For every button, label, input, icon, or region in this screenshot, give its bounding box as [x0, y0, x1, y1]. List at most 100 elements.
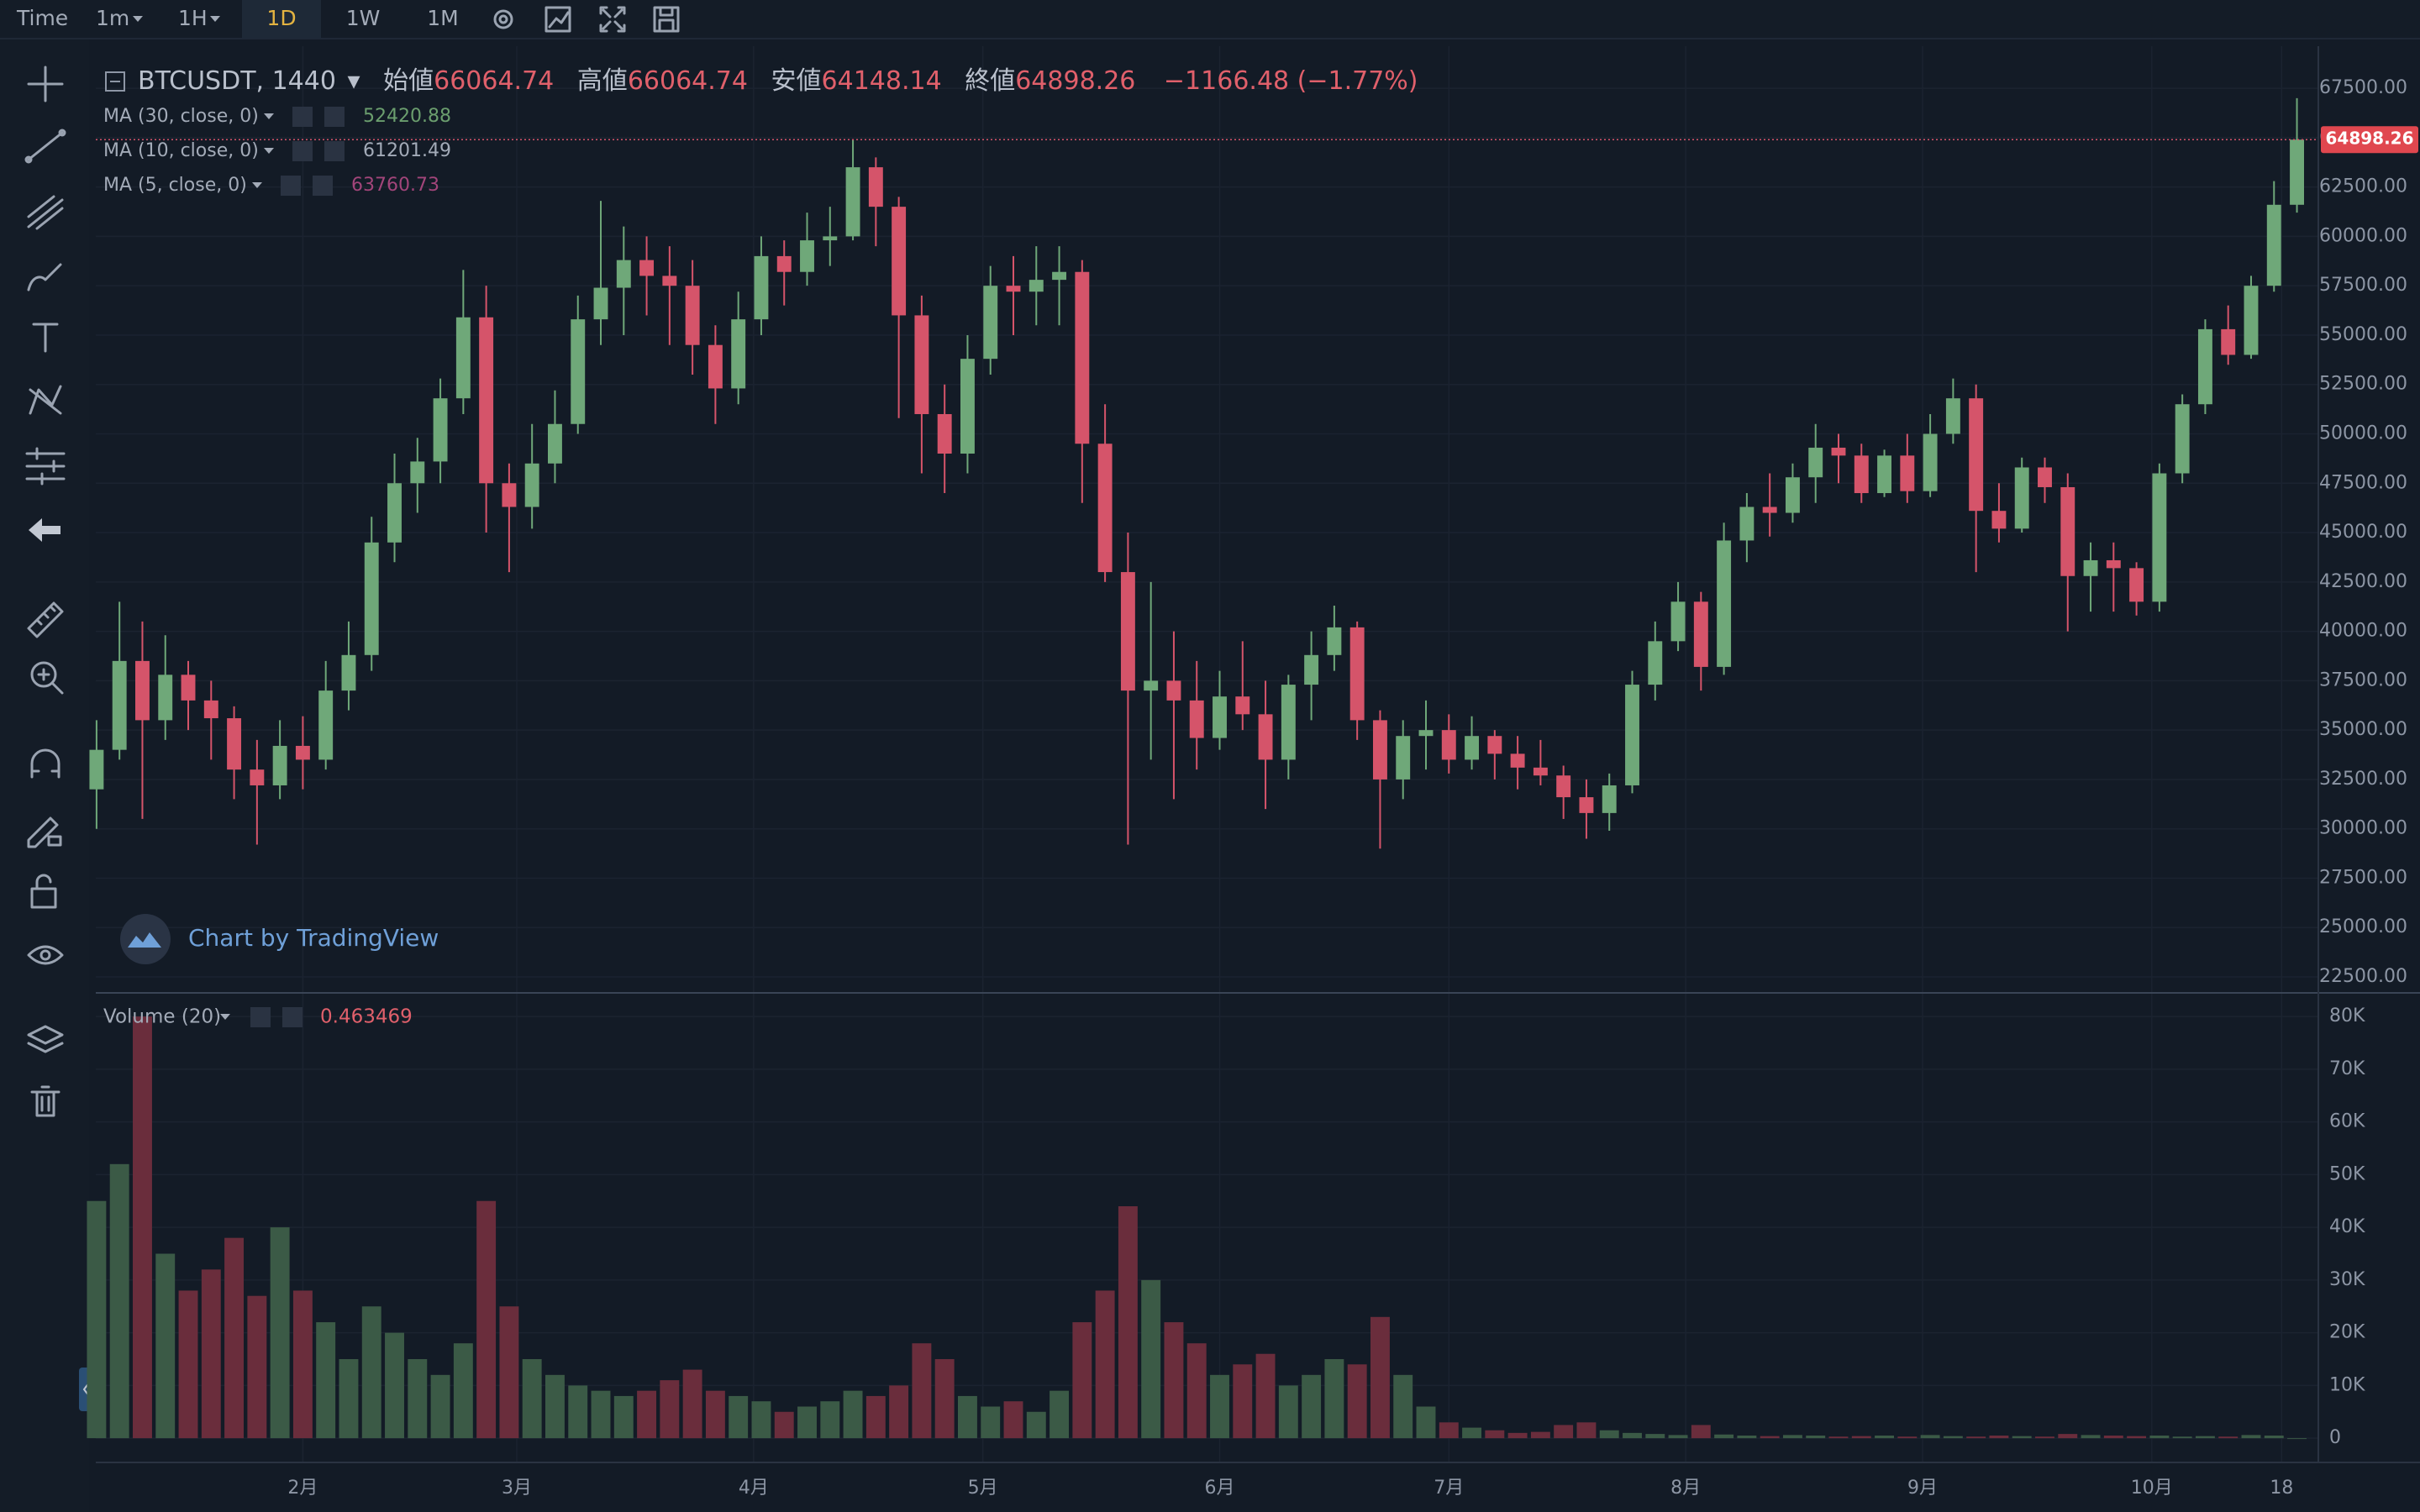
- object-tree-tool[interactable]: [27, 1025, 64, 1053]
- candle-body: [433, 398, 448, 462]
- delete-tool[interactable]: [30, 1085, 60, 1117]
- price-tick-label: 62500.00: [2319, 176, 2407, 197]
- volume-bar: [1806, 1435, 1826, 1439]
- fullscreen-icon[interactable]: [599, 6, 626, 33]
- volume-bar: [1095, 1290, 1115, 1439]
- price-tick-label: 30000.00: [2319, 818, 2407, 839]
- candle-body: [1808, 447, 1823, 478]
- candle-body: [823, 236, 838, 241]
- candle-body: [158, 675, 173, 721]
- volume-bar: [1760, 1436, 1780, 1439]
- left-toolbar-bg: [0, 39, 89, 1512]
- toolbar-button[interactable]: Time: [16, 6, 68, 30]
- symbol-dropdown[interactable]: ▾: [348, 66, 360, 96]
- toolbar-bg: [0, 0, 2420, 39]
- volume-bar: [865, 1395, 886, 1439]
- time-tick-label: 2月: [287, 1478, 318, 1499]
- stay-drawing-tool[interactable]: [27, 816, 62, 848]
- dropdown-arrow: [264, 113, 274, 119]
- volume-bar: [797, 1406, 817, 1439]
- settings-icon[interactable]: [493, 9, 513, 29]
- open-label: 始値: [383, 66, 434, 96]
- toolbar-button[interactable]: 1H: [178, 6, 208, 30]
- watermark-text[interactable]: Chart by TradingView: [188, 924, 439, 952]
- candle-body: [1304, 654, 1319, 685]
- brush-tool[interactable]: [27, 263, 62, 291]
- candle-body: [1028, 280, 1044, 292]
- candle-body: [250, 769, 265, 785]
- volume-bar: [2081, 1435, 2101, 1439]
- candle-body: [1281, 685, 1296, 760]
- pitchfork-tool[interactable]: [27, 195, 64, 230]
- volume-value: 0.463469: [320, 1006, 413, 1028]
- price-tick-label: 22500.00: [2319, 966, 2407, 987]
- candle-body: [1213, 696, 1227, 738]
- text-tool[interactable]: [32, 323, 59, 353]
- candle-body: [2106, 559, 2121, 569]
- volume-bar: [1599, 1430, 1619, 1439]
- back-tool[interactable]: [29, 518, 60, 542]
- volume-bar: [155, 1253, 176, 1439]
- candle-body: [2129, 568, 2144, 602]
- volume-bar: [1875, 1435, 1895, 1439]
- volume-bar: [361, 1306, 381, 1439]
- volume-tick-label: 70K: [2329, 1058, 2365, 1079]
- candle-body: [1670, 601, 1686, 642]
- toolbar-button[interactable]: 1M: [427, 6, 458, 30]
- magnet-tool[interactable]: [30, 748, 60, 779]
- change-value: −1166.48 (−1.77%): [1164, 66, 1418, 96]
- dropdown-arrow: [264, 148, 274, 154]
- volume-bar: [2241, 1435, 2261, 1439]
- settings-button[interactable]: [250, 1007, 271, 1027]
- volume-pane: [87, 1016, 2307, 1440]
- save-icon[interactable]: [653, 6, 680, 33]
- watermark-logo-mark: [128, 932, 161, 948]
- volume-bar: [1439, 1422, 1459, 1439]
- remove-button[interactable]: [282, 1007, 302, 1027]
- volume-bar: [545, 1374, 565, 1439]
- volume-bar: [1050, 1390, 1070, 1439]
- toolbar-button[interactable]: 1D: [266, 6, 296, 30]
- volume-label: Volume (20): [103, 1006, 221, 1028]
- indicator-label: MA (10, close, 0): [103, 140, 259, 161]
- candle-body: [1877, 455, 1892, 494]
- legend: BTCUSDT, 1440 ▾ 始値66064.74 高値66064.74 安値…: [105, 66, 1418, 96]
- candle-body: [1075, 271, 1090, 444]
- volume-bar: [934, 1359, 955, 1439]
- price-pane: [89, 97, 2318, 849]
- volume-bar: [1118, 1206, 1138, 1439]
- close-value: 64898.26: [1015, 66, 1135, 96]
- dropdown-arrow[interactable]: [220, 1014, 230, 1020]
- trend-line-tool[interactable]: [24, 129, 66, 164]
- candle-body: [1189, 700, 1204, 738]
- collapse-legend[interactable]: [105, 71, 125, 92]
- active-interval-bg: [242, 0, 321, 39]
- candle-body: [937, 413, 952, 454]
- volume-tick-label: 20K: [2329, 1322, 2365, 1343]
- volume-bar: [637, 1390, 657, 1439]
- crosshair-tool[interactable]: [27, 66, 64, 102]
- measure-tool[interactable]: [27, 601, 64, 638]
- zoom-tool[interactable]: [30, 661, 64, 695]
- indicators-icon[interactable]: [544, 6, 571, 33]
- volume-tick-label: 60K: [2329, 1111, 2365, 1132]
- low-label: 安値: [771, 66, 822, 96]
- toolbar-button[interactable]: 1m: [96, 6, 129, 30]
- candle-body: [295, 745, 310, 760]
- toolbar-button[interactable]: 1W: [346, 6, 381, 30]
- candle-body: [1945, 398, 1960, 434]
- visibility-tool[interactable]: [27, 945, 64, 965]
- volume-bar: [1530, 1431, 1550, 1439]
- high-value: 66064.74: [628, 66, 748, 96]
- pattern-tool[interactable]: [29, 385, 62, 415]
- lock-tool[interactable]: [30, 874, 57, 909]
- candle-body: [1487, 736, 1502, 754]
- candle-body: [1372, 720, 1387, 780]
- volume-bar: [1554, 1425, 1574, 1439]
- volume-bar: [1233, 1364, 1253, 1439]
- candle-body: [960, 359, 975, 454]
- symbol: BTCUSDT, 1440: [138, 66, 336, 96]
- price-tick-label: 40000.00: [2319, 621, 2407, 642]
- price-tick-label: 45000.00: [2319, 522, 2407, 543]
- prediction-tool[interactable]: [25, 447, 66, 486]
